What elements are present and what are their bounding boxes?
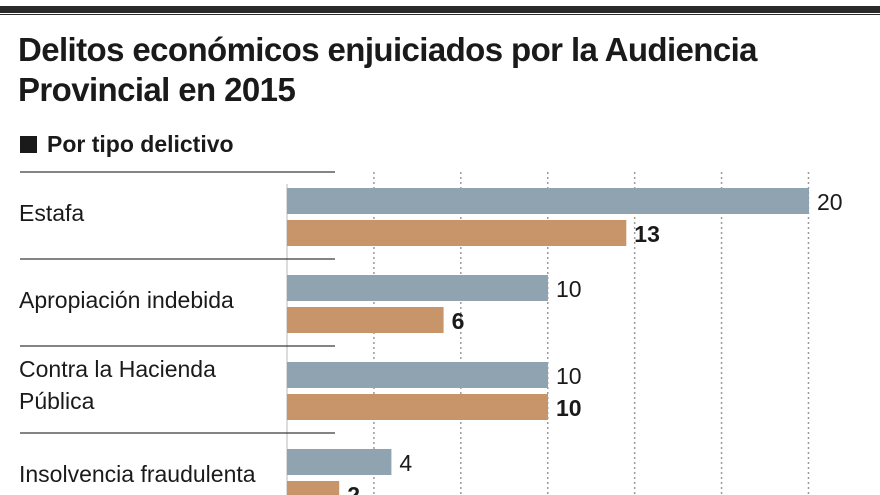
data-label: 10 — [556, 363, 582, 389]
chart-title: Delitos económicos enjuiciados por la Au… — [18, 31, 758, 108]
bar — [287, 394, 548, 420]
square-bullet-icon — [20, 136, 37, 153]
bar — [287, 449, 392, 475]
category-label: Estafa — [19, 200, 84, 226]
data-label: 4 — [399, 450, 412, 476]
bar — [287, 188, 809, 214]
subtitle-text: Por tipo delictivo — [47, 131, 234, 157]
data-label: 13 — [634, 221, 660, 247]
category-label: Contra la Hacienda — [19, 356, 216, 382]
chart-subtitle: Por tipo delictivo — [20, 131, 234, 158]
category-label: Pública — [19, 388, 95, 414]
bar — [287, 307, 444, 333]
data-label: 2 — [347, 482, 360, 495]
data-label: 10 — [556, 276, 582, 302]
top-rule-thin — [0, 14, 880, 15]
category-label: Insolvencia fraudulenta — [19, 461, 256, 487]
bar — [287, 275, 548, 301]
top-rule — [0, 6, 880, 13]
bar — [287, 362, 548, 388]
bar — [287, 481, 340, 495]
category-label: Apropiación indebida — [19, 287, 234, 313]
bar — [287, 220, 627, 246]
data-label: 20 — [817, 189, 843, 215]
data-label: 6 — [452, 308, 465, 334]
data-label: 10 — [556, 395, 582, 421]
